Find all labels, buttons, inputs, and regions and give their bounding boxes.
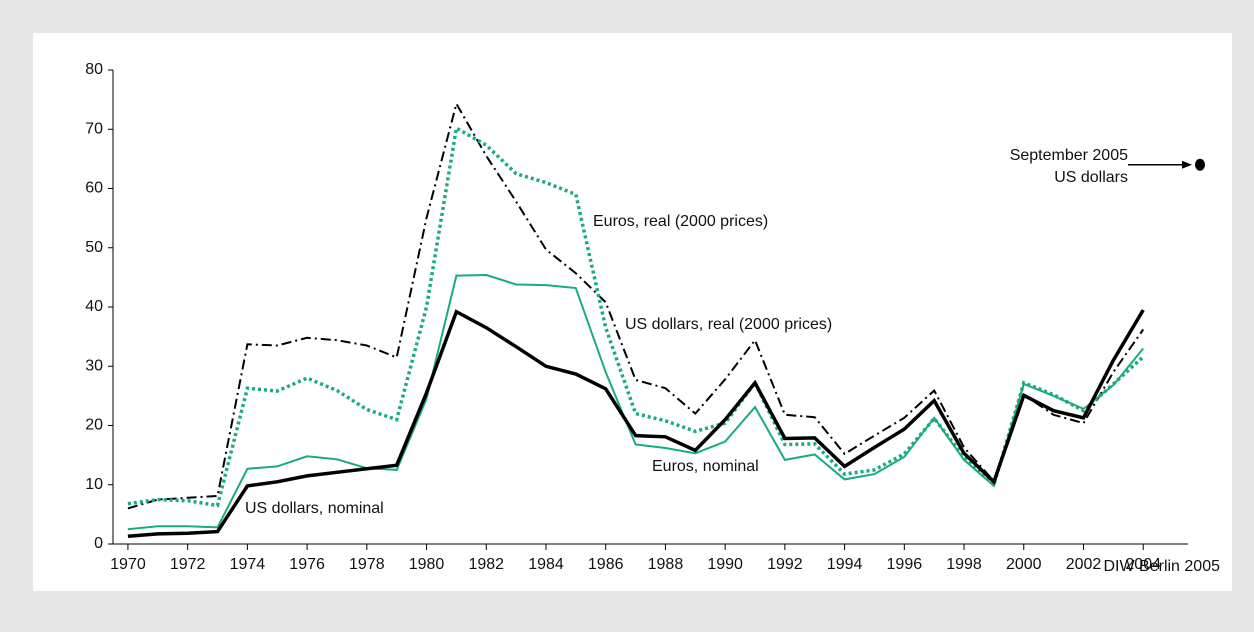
- x-tick-label: 2004: [1125, 556, 1161, 573]
- x-tick-label: 2000: [1006, 556, 1042, 573]
- series-line: [127, 125, 1145, 508]
- annotation-text: September 2005: [1010, 147, 1128, 164]
- y-tick-label: 10: [85, 476, 103, 493]
- x-tick-label: 1978: [349, 556, 385, 573]
- y-tick-label: 40: [85, 298, 103, 315]
- y-tick-label: 80: [85, 61, 103, 78]
- y-tick-label: 60: [85, 180, 103, 197]
- x-tick-label: 1970: [110, 556, 146, 573]
- y-tick-label: 70: [85, 120, 103, 137]
- x-tick-label: 1998: [946, 556, 982, 573]
- x-tick-label: 1974: [230, 556, 266, 573]
- x-tick-label: 1976: [289, 556, 325, 573]
- annotation-text: US dollars: [1054, 169, 1128, 186]
- series-line: [127, 309, 1145, 539]
- x-tick-label: 1984: [528, 556, 564, 573]
- series-label: Euros, real (2000 prices): [593, 213, 768, 230]
- x-tick-label: 1988: [648, 556, 684, 573]
- x-tick-label: 1994: [827, 556, 863, 573]
- x-tick-label: 1980: [409, 556, 445, 573]
- x-tick-label: 1986: [588, 556, 624, 573]
- source: DIW Berlin 2005: [1104, 558, 1221, 575]
- series-line: [127, 273, 1144, 531]
- panel: [33, 33, 1232, 591]
- x-tick-label: 1982: [468, 556, 504, 573]
- series-line: [127, 101, 1145, 510]
- y-tick-label: 0: [94, 535, 103, 552]
- x-tick-label: 1990: [707, 556, 743, 573]
- series-label: US dollars, nominal: [245, 500, 384, 517]
- series-label: US dollars, real (2000 prices): [625, 316, 832, 333]
- annotation-point: [1195, 158, 1205, 171]
- x-tick-label: 1996: [887, 556, 923, 573]
- annotation-arrowhead: [1182, 160, 1192, 169]
- y-tick-label: 20: [85, 417, 103, 434]
- x-tick-label: 2002: [1066, 556, 1102, 573]
- x-tick-label: 1972: [170, 556, 206, 573]
- x-tick-label: 1992: [767, 556, 803, 573]
- y-tick-label: 50: [85, 239, 103, 256]
- series-label: Euros, nominal: [652, 458, 759, 475]
- y-tick-label: 30: [85, 357, 103, 374]
